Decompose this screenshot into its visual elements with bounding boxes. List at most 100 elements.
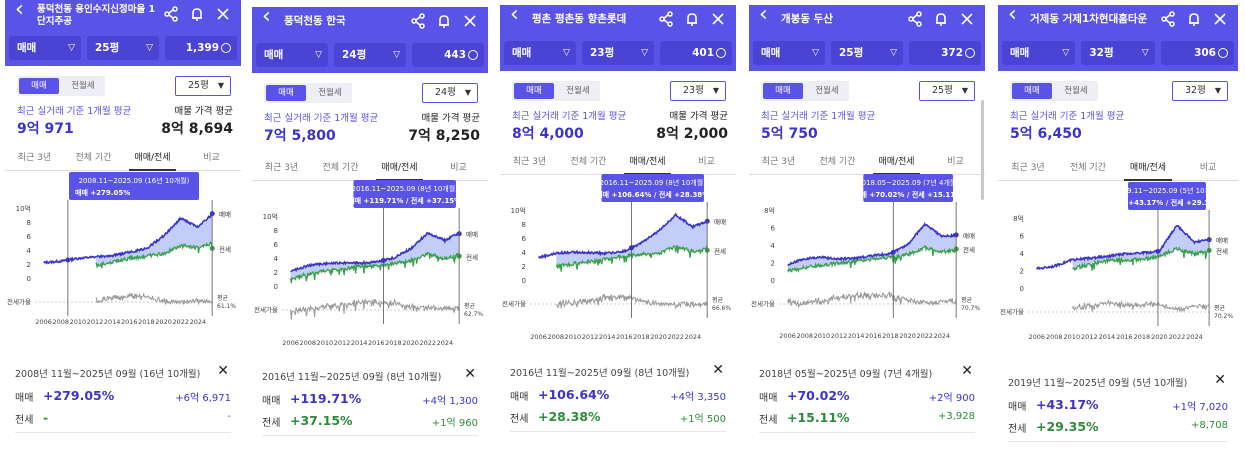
bell-icon[interactable] xyxy=(931,11,951,31)
back-icon[interactable]: ‹ xyxy=(1008,5,1017,27)
deal-type-select[interactable]: 매매 ▽ xyxy=(256,43,328,67)
toggle-jeonse[interactable]: 전월세 xyxy=(318,88,342,98)
back-icon[interactable]: ‹ xyxy=(15,0,24,22)
x-tick-label: 2008 xyxy=(52,318,69,326)
tab-2[interactable]: 매매/전세 xyxy=(129,149,176,171)
listing-count-button[interactable]: 1,399 xyxy=(165,36,237,60)
tab-0[interactable]: 최근 3년 xyxy=(761,157,796,167)
sale-label: 매매 xyxy=(1008,402,1027,413)
deal-type-select[interactable]: 매매 ▽ xyxy=(1002,41,1076,65)
tab-3[interactable]: 비교 xyxy=(450,163,467,173)
apartment-title: 거제동 거제1차현대홈타운 xyxy=(1030,13,1148,25)
chevron-down-icon: ▽ xyxy=(563,48,570,58)
sale-change-row: 매매 +119.71% +4억 1,300 xyxy=(262,391,478,407)
pyung-dropdown[interactable]: 24평 ▼ xyxy=(422,83,478,103)
toggle-jeonse[interactable]: 전월세 xyxy=(1064,86,1088,96)
pyung-select[interactable]: 32평 ▽ xyxy=(1081,41,1155,65)
tooltip-range: 2016.11~2025.09 (8년 10개월) xyxy=(352,184,459,193)
chevron-down-icon: ▽ xyxy=(1062,48,1070,58)
toggle-jeonse[interactable]: 전월세 xyxy=(566,86,590,96)
divider xyxy=(1008,441,1228,442)
pyung-dropdown[interactable]: 25평 ▼ xyxy=(919,81,975,101)
pyung-dropdown[interactable]: 23평 ▼ xyxy=(670,81,726,101)
sale-line xyxy=(290,231,460,273)
apartment-title: 평촌 평촌동 향촌롯데 xyxy=(532,13,627,25)
listing-count-button[interactable]: 401 xyxy=(660,41,732,65)
pyung-dropdown[interactable]: 25평 ▼ xyxy=(175,76,231,96)
range-info: 2016년 11월~2025년 09월 (8년 10개월) ✕ 매매 +106.64%… xyxy=(500,362,736,435)
close-icon[interactable] xyxy=(957,11,977,31)
legend-sale: 매매 xyxy=(963,232,975,240)
bell-icon[interactable] xyxy=(1184,11,1204,31)
deal-type-select[interactable]: 매매 ▽ xyxy=(753,41,825,65)
close-icon[interactable]: ✕ xyxy=(464,366,476,382)
listing-count-button[interactable]: 443 xyxy=(412,43,484,67)
close-icon[interactable]: ✕ xyxy=(1214,372,1226,388)
toggle-sale[interactable]: 매매 xyxy=(514,83,554,99)
pyung-select[interactable]: 25평 ▽ xyxy=(831,41,903,65)
close-icon[interactable]: ✕ xyxy=(961,363,973,379)
tab-0[interactable]: 최근 3년 xyxy=(512,157,547,167)
tab-2[interactable]: 매매/전세 xyxy=(1124,159,1172,181)
close-icon[interactable] xyxy=(708,11,728,31)
share-icon[interactable] xyxy=(905,11,925,31)
deal-type-select[interactable]: 매매 ▽ xyxy=(504,41,576,65)
toggle-jeonse[interactable]: 전월세 xyxy=(815,86,839,96)
bell-icon[interactable] xyxy=(434,13,454,33)
deal-type-select[interactable]: 매매 ▽ xyxy=(9,36,81,60)
tab-0[interactable]: 최근 3년 xyxy=(264,163,299,173)
tab-0[interactable]: 최근 3년 xyxy=(1011,163,1045,173)
toggle-sale[interactable]: 매매 xyxy=(1012,83,1052,99)
range-period: 2008년 11월~2025년 09월 (16년 10개월) xyxy=(15,369,201,380)
toggle-sale[interactable]: 매매 xyxy=(763,83,803,99)
pyung-select[interactable]: 24평 ▽ xyxy=(334,43,406,67)
apartment-panel: ‹ 풍덕천동 용인수지신정마을 1단지주공 매매 ▽ 25평 ▽ 1,399 매매 전월세 25평… xyxy=(5,0,241,458)
pyung-dropdown[interactable]: 32평 ▼ xyxy=(1172,81,1228,101)
toggle-sale[interactable]: 매매 xyxy=(19,78,59,94)
pyung-select[interactable]: 23평 ▽ xyxy=(582,41,654,65)
tab-0[interactable]: 최근 3년 xyxy=(17,153,52,163)
close-icon[interactable]: ✕ xyxy=(712,362,724,378)
jeonse-label: 전세 xyxy=(262,418,281,429)
back-icon[interactable]: ‹ xyxy=(510,5,519,27)
close-icon[interactable] xyxy=(213,6,233,26)
bell-icon[interactable] xyxy=(187,6,207,26)
back-icon[interactable]: ‹ xyxy=(262,7,271,29)
tab-1[interactable]: 전체 기간 xyxy=(1070,163,1106,173)
share-icon[interactable] xyxy=(656,11,676,31)
close-icon[interactable] xyxy=(1210,11,1230,31)
close-icon[interactable]: ✕ xyxy=(217,363,229,379)
tab-1[interactable]: 전체 기간 xyxy=(570,157,607,167)
tab-3[interactable]: 비교 xyxy=(1199,163,1217,173)
back-icon[interactable]: ‹ xyxy=(759,5,768,27)
tab-1[interactable]: 전체 기간 xyxy=(75,153,112,163)
toggle-sale[interactable]: 매매 xyxy=(266,85,306,101)
y-tick-label: 2 xyxy=(1020,268,1024,276)
tab-1[interactable]: 전체 기간 xyxy=(322,163,359,173)
sale-change-row: 매매 +70.02% +2억 900 xyxy=(759,388,975,404)
tab-3[interactable]: 비교 xyxy=(698,157,715,167)
toggle-jeonse[interactable]: 전월세 xyxy=(71,81,95,91)
tab-1[interactable]: 전체 기간 xyxy=(819,157,856,167)
ask-price-label: 매물 가격 평균 xyxy=(174,106,233,117)
close-icon[interactable] xyxy=(460,13,480,33)
tab-3[interactable]: 비교 xyxy=(947,157,964,167)
share-icon[interactable] xyxy=(1158,11,1178,31)
y-tick-label: 6 xyxy=(1020,233,1025,241)
tab-3[interactable]: 비교 xyxy=(203,153,220,163)
share-icon[interactable] xyxy=(161,6,181,26)
pyung-select[interactable]: 25평 ▽ xyxy=(87,36,159,60)
listing-count-button[interactable]: 372 xyxy=(909,41,981,65)
share-icon[interactable] xyxy=(408,13,428,33)
listing-count-button[interactable]: 306 xyxy=(1160,41,1234,65)
listing-count: 401 xyxy=(692,47,714,59)
x-tick-label: 2012 xyxy=(87,318,104,326)
scrollbar[interactable] xyxy=(981,100,984,200)
bell-icon[interactable] xyxy=(682,11,702,31)
